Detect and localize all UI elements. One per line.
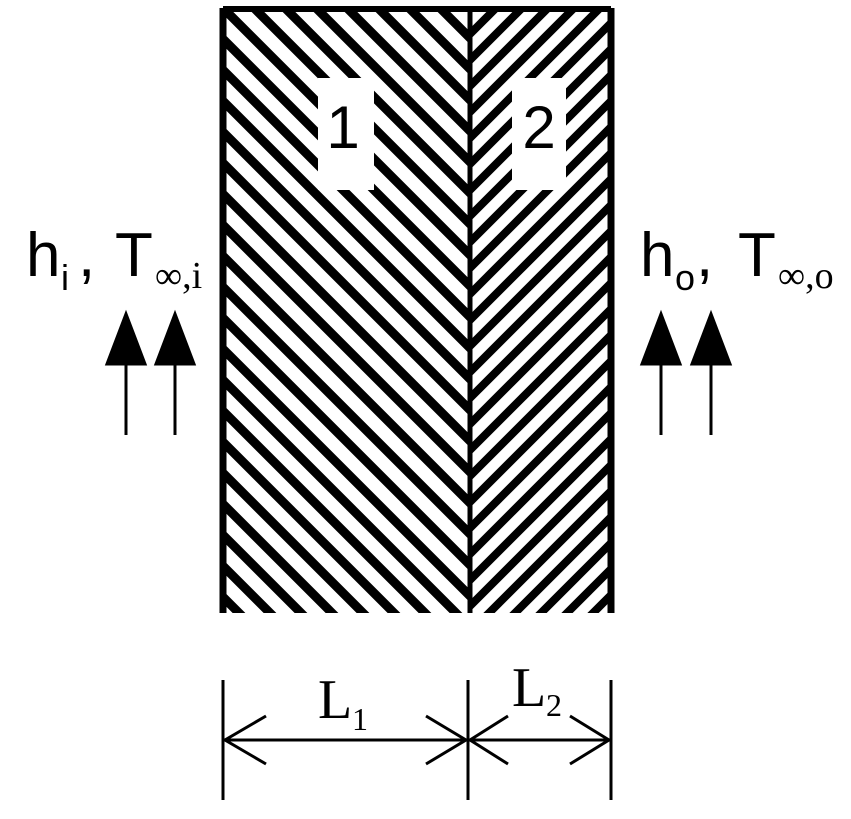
hatch-line	[223, 404, 432, 613]
hatch-line	[470, 277, 611, 430]
right-fluid-label: h o , T ∞,o	[640, 221, 834, 298]
hatch-line	[509, 511, 611, 613]
hatch-line	[223, 187, 470, 448]
L2-sub: 2	[546, 687, 562, 723]
svg-text:∞,o: ∞,o	[778, 255, 834, 297]
hatch-line	[223, 497, 339, 613]
dim-label-L1: L 1	[318, 669, 368, 737]
layer-2-label-box	[512, 78, 566, 190]
arrowhead-icon	[639, 309, 683, 366]
dimension-lines	[221, 680, 613, 800]
right-T-sub: ∞,o	[778, 255, 834, 297]
hatch-line	[470, 8, 473, 14]
svg-text:∞,i: ∞,i	[155, 255, 202, 297]
dim-arrowhead-icon	[467, 714, 509, 766]
hatch-line	[470, 251, 611, 404]
hatch-line	[223, 559, 277, 613]
dim-arrowhead-icon	[425, 714, 469, 766]
right-h-sub: o	[675, 257, 695, 298]
svg-text:h: h	[640, 221, 674, 290]
hatch-line	[223, 280, 470, 541]
hatch-line	[223, 435, 401, 613]
hatch-line	[223, 466, 370, 613]
arrowhead-icon	[689, 309, 733, 366]
left-T-sub: ∞,i	[155, 255, 202, 297]
dim-label-L2: L 2	[512, 657, 562, 723]
dim-arrowhead-icon	[222, 714, 267, 766]
svg-text:L: L	[318, 669, 352, 731]
hatch-line	[470, 433, 611, 586]
hatch-line	[470, 8, 603, 144]
svg-text:,: ,	[696, 221, 713, 290]
hatch-line	[470, 381, 611, 534]
hatch-line	[470, 95, 611, 248]
left-T: T	[115, 221, 153, 290]
hatch-line	[223, 218, 470, 479]
right-flow-arrows	[639, 309, 733, 435]
svg-text:2: 2	[546, 687, 562, 723]
hatch-line	[470, 303, 611, 456]
hatch-line	[223, 311, 470, 572]
svg-text:1: 1	[352, 701, 368, 737]
svg-text:,: ,	[78, 221, 95, 290]
arrowhead-icon	[153, 309, 197, 366]
hatch-line	[281, 8, 470, 200]
L1-main: L	[318, 669, 352, 731]
left-flow-arrows	[104, 309, 197, 435]
hatch-line	[223, 373, 463, 613]
hatch-line	[312, 8, 470, 169]
hatch-line	[223, 63, 470, 324]
svg-text:i: i	[61, 257, 69, 298]
svg-text:o: o	[675, 257, 695, 298]
hatch-line	[223, 32, 470, 293]
hatch-line	[470, 407, 611, 560]
hatch-line	[223, 528, 308, 613]
svg-text:L: L	[512, 657, 546, 719]
hatch-line	[587, 589, 611, 613]
hatch-line	[483, 485, 611, 613]
layer-2-label: 2	[522, 94, 555, 161]
hatch-line	[470, 225, 611, 378]
left-h-sub: i	[61, 257, 69, 298]
hatch-line	[223, 249, 470, 510]
L1-sub: 1	[352, 701, 368, 737]
dim-arrowhead-icon	[569, 714, 612, 766]
hatch-line	[343, 8, 470, 138]
hatch-line	[470, 121, 611, 274]
hatch-line	[223, 94, 470, 355]
L2-main: L	[512, 657, 546, 719]
svg-text:h: h	[26, 221, 60, 290]
hatch-line	[223, 342, 470, 603]
svg-text:T: T	[738, 221, 776, 290]
layer-1-label: 1	[326, 94, 359, 161]
hatch-line	[223, 156, 470, 417]
hatch-line	[470, 459, 611, 612]
left-h: h	[26, 221, 60, 290]
hatch-line	[470, 199, 611, 352]
hatch-line	[604, 8, 851, 628]
right-T: T	[738, 221, 776, 290]
right-h: h	[640, 221, 674, 290]
layer-1-label-box	[318, 78, 374, 190]
arrowhead-icon	[104, 309, 148, 366]
hatch-line	[0, 8, 223, 628]
hatch-line	[470, 69, 611, 222]
svg-text:T: T	[115, 221, 153, 290]
hatch-line	[223, 125, 470, 386]
left-fluid-label: h i , T ∞,i	[26, 221, 202, 298]
